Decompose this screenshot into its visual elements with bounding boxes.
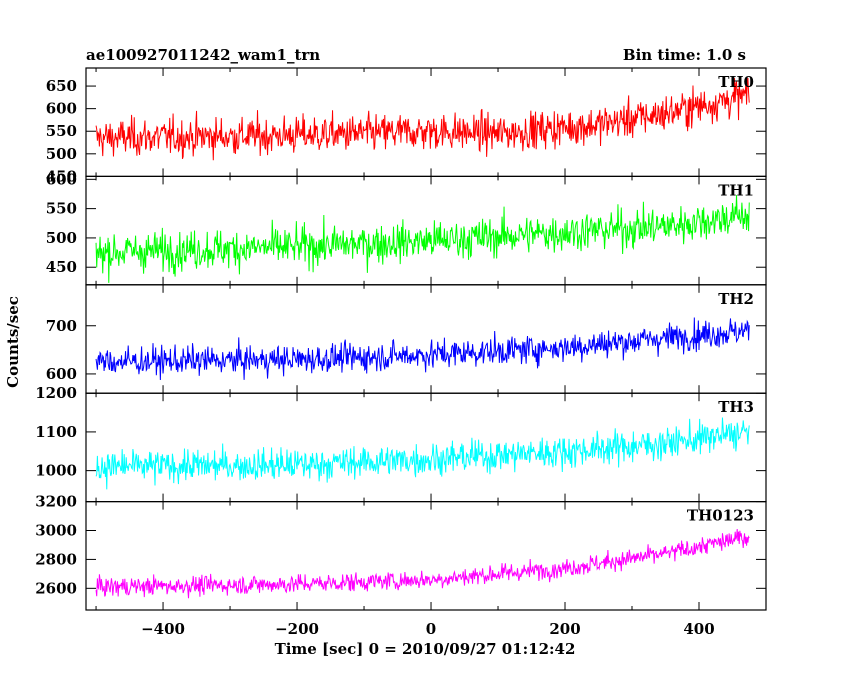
light-curve-th3 [95,417,750,490]
y-tick-label: 1000 [35,462,77,480]
light-curve-th2 [95,317,750,380]
light-curve-th0123 [95,528,750,599]
y-tick-label: 2800 [35,550,77,568]
panel-frame-th0123 [85,501,767,611]
x-tick-label: 400 [683,620,714,638]
y-tick-label: 500 [46,145,77,163]
y-tick-label: 600 [46,170,77,188]
x-tick-label: 0 [426,620,436,638]
y-tick-label: 500 [46,229,77,247]
y-tick-label: 1200 [35,384,77,402]
y-tick-label: 2600 [35,579,77,597]
y-tick-label: 600 [46,100,77,118]
panel-label-th1: TH1 [718,181,754,199]
x-tick-label: 200 [549,620,580,638]
y-tick-label: 1100 [35,423,77,441]
y-tick-label: 550 [46,200,77,218]
chart-title: ae100927011242_wam1_trn [86,46,320,64]
y-tick-label: 700 [46,317,77,335]
y-tick-label: 450 [46,258,77,276]
light-curve-th0 [95,77,750,161]
y-axis-label: Counts/sec [4,296,22,388]
light-curve-th1 [95,195,750,283]
y-tick-label: 600 [46,365,77,383]
x-tick-label: −400 [141,620,185,638]
panel-label-th2: TH2 [718,290,754,308]
panel-label-th0: TH0 [718,73,754,91]
y-tick-label: 650 [46,77,77,95]
bin-time-label: Bin time: 1.0 s [623,46,746,64]
x-axis-label: Time [sec] 0 = 2010/09/27 01:12:42 [275,640,576,658]
panels-group: 450 500 550 600 650 TH0 450 500 550 600 TH1 600 700 T… [35,67,767,638]
y-tick-label: 450 [46,167,77,185]
y-tick-label: 550 [46,122,77,140]
panel-label-th0123: TH0123 [687,507,754,525]
y-tick-label: 3200 [35,493,77,511]
panel-label-th3: TH3 [718,398,754,416]
panel-frame-th2 [85,284,767,394]
y-tick-label: 3000 [35,522,77,540]
x-tick-label: −200 [275,620,319,638]
